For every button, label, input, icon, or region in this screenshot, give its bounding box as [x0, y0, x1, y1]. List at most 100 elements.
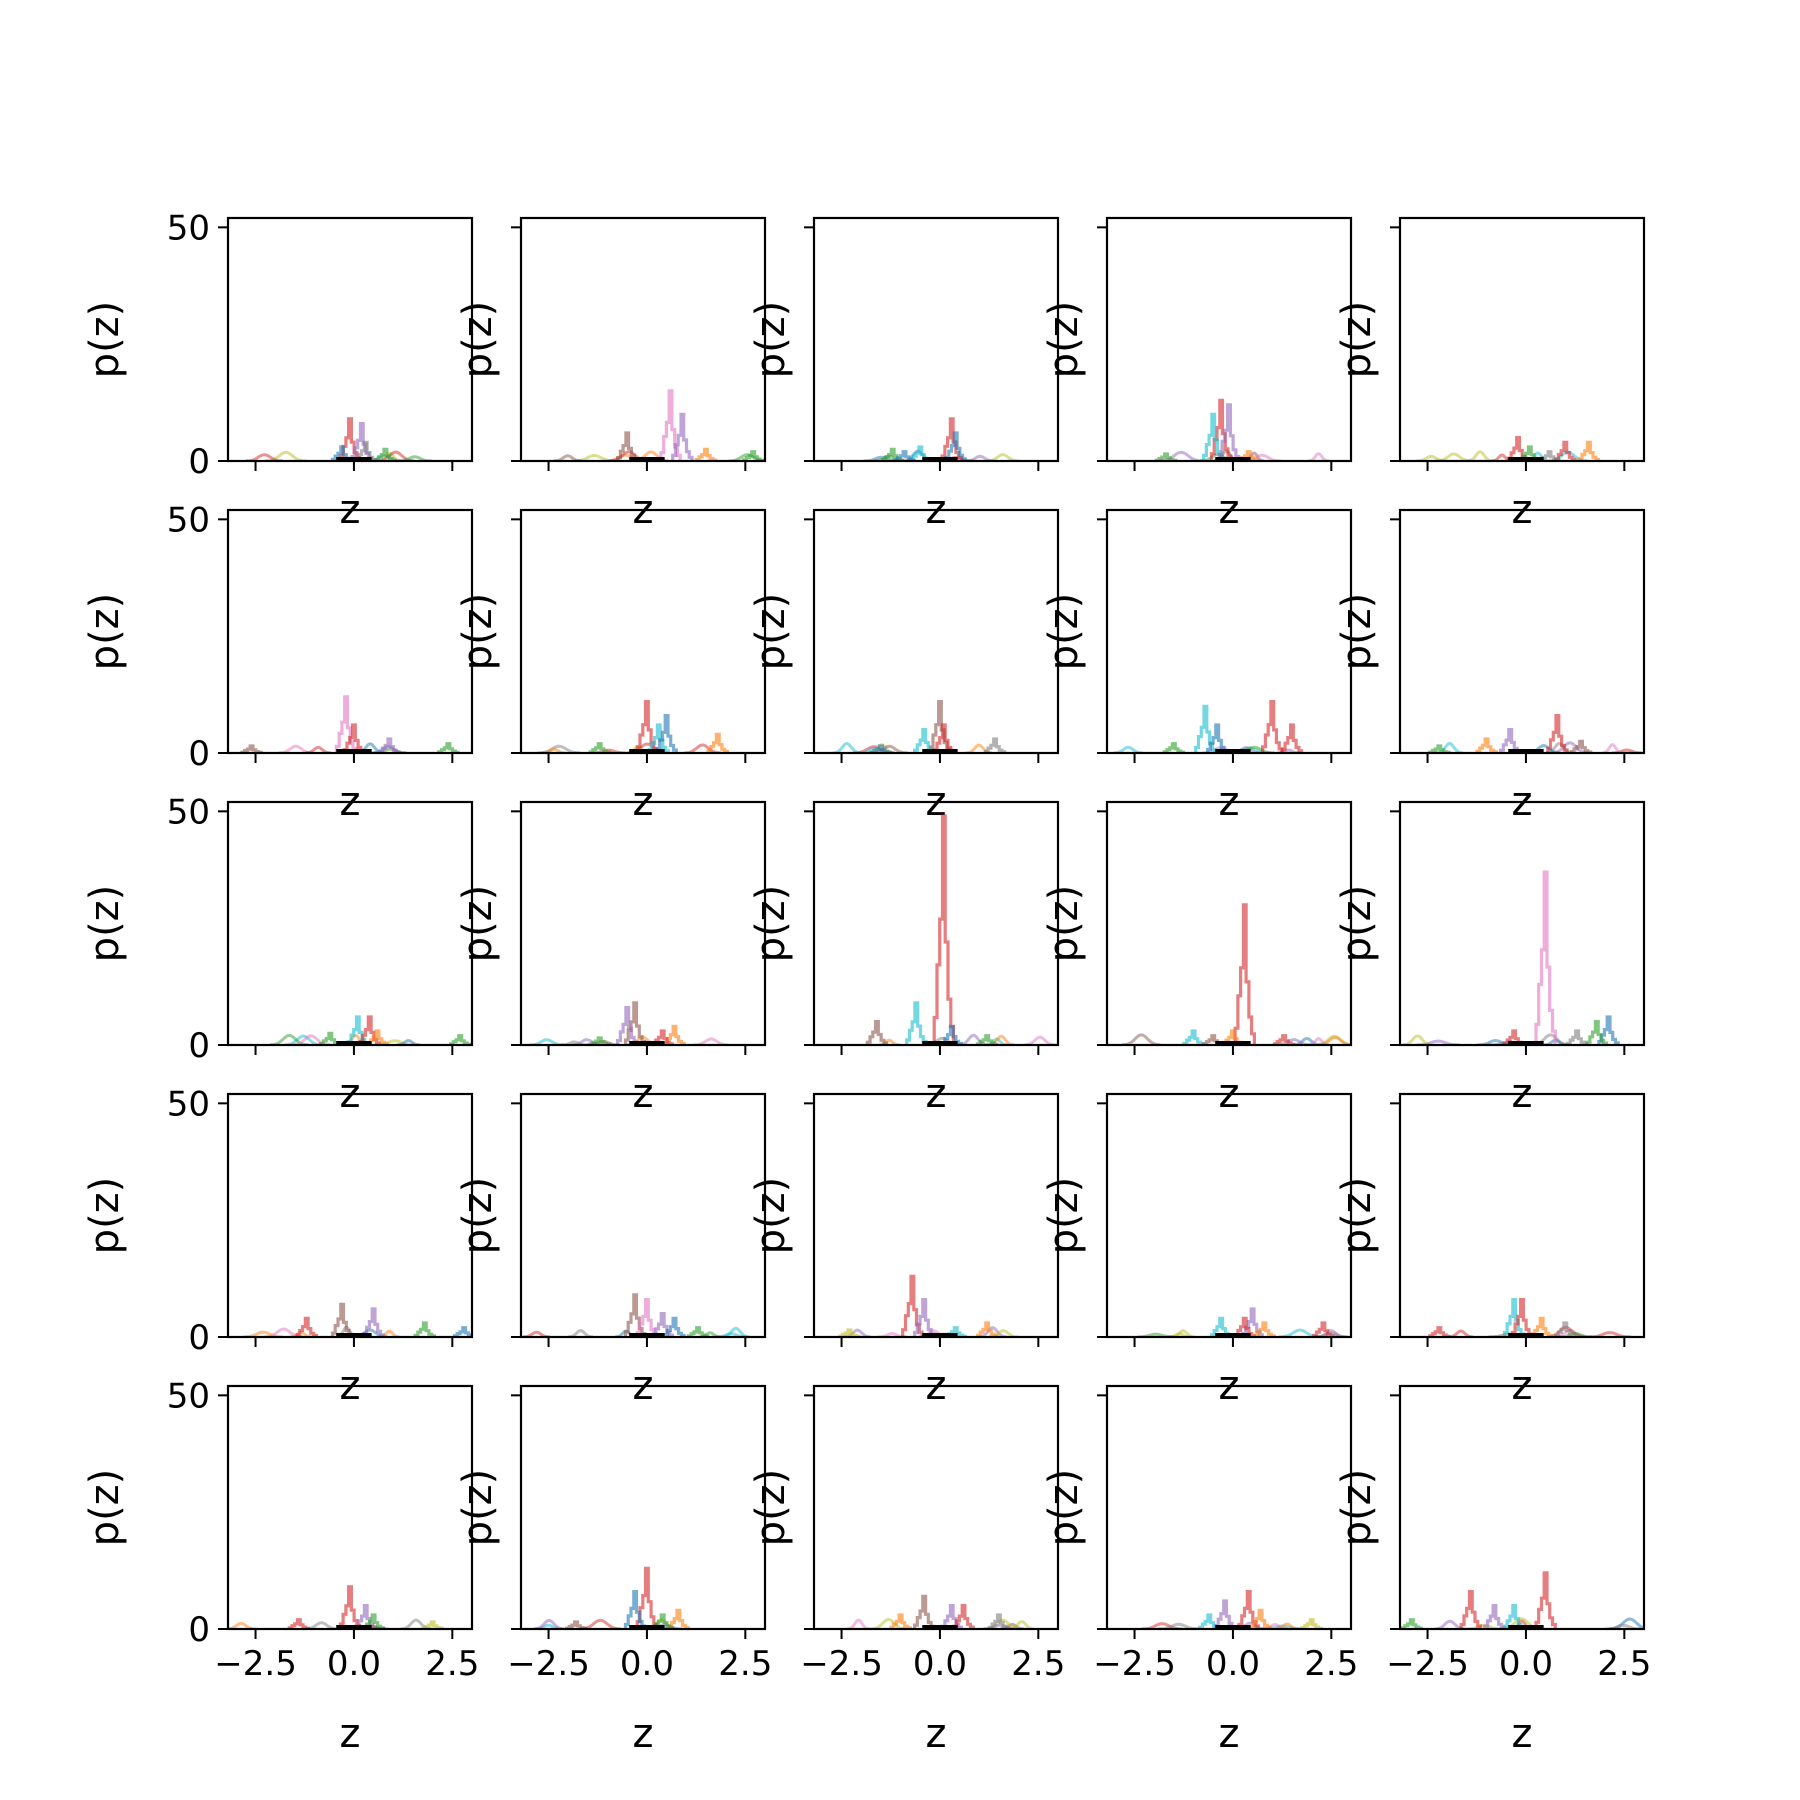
- histogram-series: [881, 447, 904, 461]
- histogram-series: [893, 450, 916, 461]
- y-tick-label: 0: [188, 1026, 210, 1066]
- histogram-series: [940, 1604, 963, 1629]
- y-axis-label: p(z): [455, 301, 501, 379]
- histogram-series: [358, 1015, 381, 1045]
- histogram-series: [1300, 1618, 1323, 1629]
- axes-frame: [1105, 1384, 1353, 1631]
- plot-area: [1400, 1571, 1644, 1629]
- histogram-series: [663, 1316, 686, 1337]
- axes-frame: [226, 1092, 474, 1339]
- histogram-series: [651, 1312, 674, 1337]
- subplot-5-5: −2.5 0.0 2.5 z p(z): [1334, 1384, 1651, 1757]
- subplot-5-4: −2.5 0.0 2.5 z p(z): [1041, 1384, 1358, 1757]
- histogram-series: [987, 1613, 1011, 1629]
- y-tick-label: 50: [167, 792, 210, 832]
- histogram-series: [706, 732, 729, 753]
- histogram-series: [1261, 700, 1284, 753]
- y-tick-label: 50: [167, 500, 210, 540]
- histogram-series: [295, 1316, 318, 1337]
- x-tick-label: 2.5: [1011, 1644, 1065, 1684]
- subplot-4-3: zp(z): [748, 1092, 1060, 1409]
- histogram-series: [374, 447, 397, 461]
- subplot-2-2: zp(z): [455, 508, 767, 825]
- histogram-series: [362, 1307, 385, 1337]
- subplot-4-2: zp(z): [455, 1092, 767, 1409]
- histogram-series: [1249, 1608, 1272, 1629]
- histogram-series: [635, 1298, 659, 1337]
- histogram-series: [1217, 403, 1241, 461]
- histogram-series: [905, 1001, 928, 1045]
- histogram-series: [1502, 1298, 1526, 1337]
- axes-frame: [812, 1092, 1060, 1339]
- histogram-series: [623, 1293, 647, 1337]
- histogram-series: [975, 1034, 999, 1045]
- histogram-series: [354, 1604, 377, 1629]
- subplot-3-3: zp(z): [748, 800, 1060, 1117]
- histogram-series: [354, 440, 377, 461]
- y-axis-label: p(z): [82, 301, 128, 379]
- plot-area: [522, 1293, 750, 1337]
- plot-area: [1121, 903, 1351, 1045]
- axes-frame: [226, 800, 474, 1047]
- y-axis-label: p(z): [1041, 301, 1087, 379]
- plot-area: [1428, 714, 1642, 753]
- histogram-series: [287, 1618, 311, 1629]
- plot-area: [1402, 870, 1620, 1045]
- density-curve: [1308, 452, 1329, 461]
- histogram-series: [659, 389, 682, 461]
- x-tick-label: 2.5: [1304, 1644, 1358, 1684]
- axes-frame: [812, 1384, 1060, 1631]
- histogram-series: [865, 1020, 889, 1045]
- subplot-2-3: zp(z): [748, 508, 1060, 825]
- plot-area: [553, 389, 765, 461]
- y-axis-label: p(z): [1334, 1469, 1380, 1547]
- axes-frame: [1398, 216, 1646, 463]
- plot-area: [537, 700, 729, 753]
- histogram-series: [1483, 1604, 1506, 1629]
- x-tick-label: −2.5: [1386, 1644, 1469, 1684]
- histogram-series: [1280, 723, 1304, 753]
- density-curve: [1121, 1033, 1161, 1045]
- y-axis-label: p(z): [455, 1177, 501, 1255]
- y-tick-label: 0: [188, 1610, 210, 1650]
- plot-area: [245, 417, 432, 461]
- histogram-series: [623, 1001, 647, 1045]
- histogram-series: [1585, 1020, 1608, 1045]
- histogram-series: [901, 1274, 924, 1337]
- plot-area: [863, 417, 1019, 461]
- histogram-series: [1510, 1298, 1534, 1337]
- x-axis-label: z: [1512, 1711, 1533, 1757]
- x-axis-label: z: [1219, 1711, 1240, 1757]
- y-axis-label: p(z): [1334, 885, 1380, 963]
- x-tick-label: 0.0: [1206, 1644, 1260, 1684]
- y-axis-label: p(z): [455, 593, 501, 671]
- y-axis-label: p(z): [1041, 593, 1087, 671]
- axes-frame: [1105, 1092, 1353, 1339]
- plot-area: [240, 695, 460, 753]
- axes-frame: [1398, 1384, 1646, 1631]
- plot-area: [832, 700, 1007, 753]
- histogram-series: [983, 737, 1007, 753]
- x-axis-label: z: [633, 1711, 654, 1757]
- histogram-series: [1554, 440, 1577, 461]
- y-axis-label: p(z): [455, 885, 501, 963]
- x-tick-label: 2.5: [1597, 1644, 1651, 1684]
- histogram-series: [378, 737, 401, 753]
- histogram-series: [1182, 1029, 1205, 1045]
- density-curve: [847, 1618, 870, 1629]
- x-axis-label: z: [926, 1711, 947, 1757]
- axes-frame: [1398, 800, 1646, 1047]
- histogram-series: [1428, 1326, 1451, 1337]
- y-axis-label: p(z): [455, 1469, 501, 1547]
- axes-frame: [226, 1384, 474, 1631]
- axes-frame: [519, 216, 767, 463]
- histogram-series: [1530, 1316, 1553, 1337]
- axes-frame: [519, 800, 767, 1047]
- plot-area: [865, 814, 1056, 1045]
- plot-area: [228, 1585, 444, 1629]
- plot-area: [1141, 1590, 1323, 1629]
- y-axis-label: p(z): [82, 593, 128, 671]
- axes-frame: [812, 216, 1060, 463]
